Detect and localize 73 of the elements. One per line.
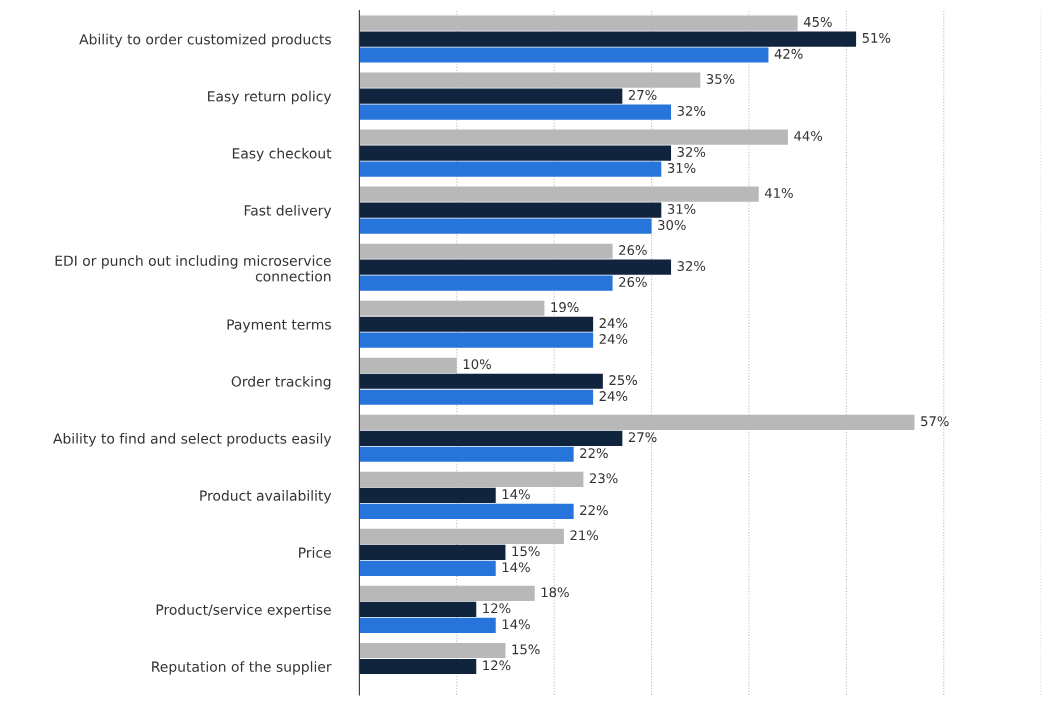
- y-tick-label: Reputation of the supplier: [152, 661, 332, 675]
- y-tick-label: Ability to order customized products: [79, 33, 331, 48]
- data-label: 15%: [512, 546, 540, 557]
- bar: [359, 487, 496, 503]
- bar: [359, 332, 594, 348]
- y-tick-label: Product availability: [200, 490, 332, 504]
- bar: [359, 161, 662, 177]
- data-label: 45%: [803, 16, 832, 27]
- data-label: 18%: [541, 587, 569, 598]
- data-label: 14%: [502, 489, 530, 500]
- bar: [359, 202, 662, 218]
- data-label: 44%: [794, 131, 823, 141]
- bar: [359, 373, 603, 389]
- bar: [359, 47, 769, 63]
- bar: [359, 503, 574, 519]
- data-label: 35%: [706, 73, 735, 84]
- y-tick-label: Easy checkout: [232, 147, 332, 162]
- data-label: 30%: [658, 219, 686, 230]
- y-tick-label: EDI or punch out including microservice connection: [55, 255, 331, 282]
- data-label: 12%: [483, 660, 511, 671]
- bar: [359, 145, 672, 161]
- data-label: 15%: [512, 644, 540, 655]
- bar: [359, 471, 584, 487]
- bar: [359, 88, 623, 104]
- y-tick-label: Fast delivery: [244, 204, 332, 219]
- data-label: 51%: [862, 32, 891, 43]
- data-label: 27%: [628, 89, 657, 100]
- bar: [359, 104, 672, 120]
- data-label: 57%: [921, 416, 949, 427]
- bar: [359, 275, 613, 291]
- bar: [359, 218, 652, 234]
- bar: [359, 446, 574, 462]
- bar: [359, 658, 477, 675]
- bar: [359, 389, 594, 405]
- data-label: 14%: [502, 619, 530, 630]
- bar: [359, 430, 623, 446]
- data-label: 32%: [677, 261, 706, 272]
- y-tick-label: Order tracking: [231, 376, 331, 390]
- data-label: 22%: [580, 505, 608, 516]
- data-label: 24%: [599, 334, 628, 345]
- bar: [359, 601, 477, 618]
- data-label: 23%: [589, 473, 618, 484]
- data-label: 10%: [463, 359, 491, 370]
- bar: [359, 15, 798, 31]
- data-label: 27%: [628, 432, 657, 443]
- data-label: 22%: [580, 448, 608, 459]
- data-label: 24%: [599, 391, 628, 402]
- data-label: 41%: [764, 188, 793, 199]
- y-tick-label: Easy return policy: [208, 90, 332, 105]
- data-label: 14%: [502, 562, 530, 573]
- data-label: 32%: [677, 146, 706, 157]
- data-label: 12%: [483, 603, 511, 614]
- y-tick-label: Payment terms: [227, 319, 331, 333]
- bar: [359, 544, 506, 560]
- bar: [359, 243, 613, 259]
- data-label: 24%: [599, 318, 628, 329]
- data-label: 26%: [619, 277, 647, 287]
- data-label: 31%: [667, 204, 696, 214]
- data-label: 21%: [570, 530, 599, 541]
- y-tick-label: Price: [299, 547, 331, 558]
- data-label: 19%: [551, 302, 579, 313]
- y-tick-label: Product/service expertise: [156, 604, 331, 618]
- y-tick-label: Ability to find and select products easily: [53, 433, 332, 447]
- data-label: 25%: [609, 375, 638, 386]
- bar: [359, 617, 496, 633]
- bar: [359, 316, 594, 332]
- data-label: 26%: [619, 245, 647, 256]
- data-label: 42%: [774, 48, 803, 59]
- data-label: 32%: [677, 105, 706, 116]
- bar: [359, 259, 672, 275]
- bar: [359, 560, 496, 576]
- bar: [359, 31, 857, 47]
- data-label: 31%: [667, 162, 696, 173]
